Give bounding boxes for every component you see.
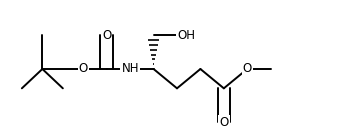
Text: O: O xyxy=(242,63,252,75)
Text: NH: NH xyxy=(121,63,139,75)
Text: OH: OH xyxy=(177,29,195,42)
Text: O: O xyxy=(102,29,112,42)
Text: O: O xyxy=(219,116,228,129)
Text: O: O xyxy=(79,63,88,75)
